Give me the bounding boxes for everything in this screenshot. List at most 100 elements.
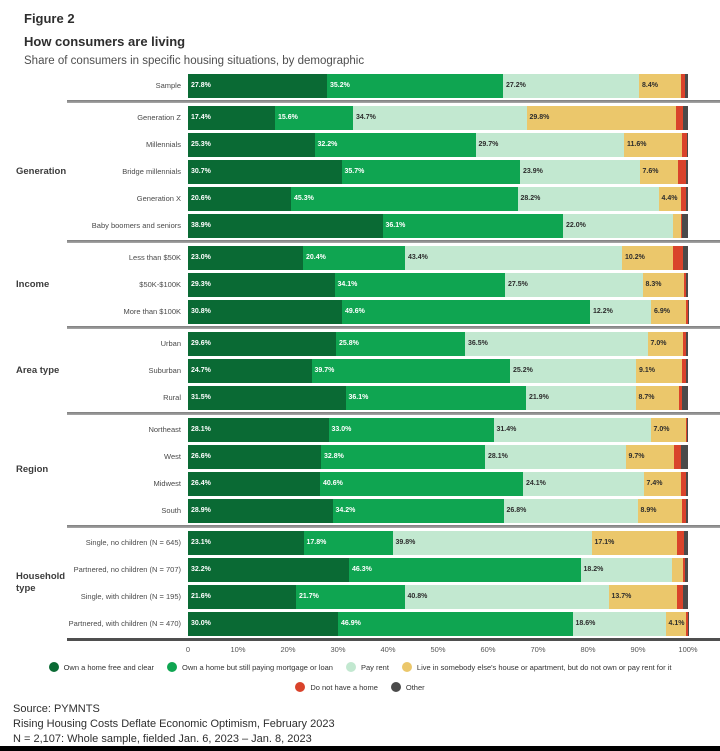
- segment-pay-rent: 34.7%: [353, 105, 527, 130]
- bar-row-less-than-50k: Less than $50K 23.0% 20.4% 43.4% 10.2%: [0, 244, 720, 271]
- segment-own-a-home-but-still-paying-mortgage-or-loan: 15.6%: [275, 105, 353, 130]
- bar-west: 26.6% 32.8% 28.1% 9.7%: [188, 444, 688, 469]
- segment-own-a-home-free-and-clear: 24.7%: [188, 358, 312, 383]
- segment-other: [685, 498, 688, 523]
- row-label-baby-boomers-and-seniors: Baby boomers and seniors: [91, 221, 181, 230]
- bar-row-urban: Urban 29.6% 25.8% 36.5% 7.0%: [0, 330, 720, 357]
- segment-value-label: 31.4%: [496, 425, 517, 433]
- legend-label-pay-rent: Pay rent: [360, 662, 389, 672]
- segment-value-label: 8.4%: [642, 81, 658, 89]
- bar-urban: 29.6% 25.8% 36.5% 7.0%: [188, 331, 688, 356]
- bar-partnered-with-children-n-470: 30.0% 46.9% 18.6% 4.1%: [188, 611, 689, 636]
- segment-live-in-somebody-else-s-house-or-apartment-but-do-not-own-or-pay-rent-for-it: 29.8%: [526, 105, 676, 130]
- segment-value-label: 25.3%: [191, 140, 211, 148]
- segment-live-in-somebody-else-s-house-or-apartment-but-do-not-own-or-pay-rent-for-it: 9.1%: [636, 358, 682, 383]
- segment-do-not-have-a-home: [685, 299, 688, 324]
- bar-row-more-than-100k: More than $100K 30.8% 49.6% 12.2% 6.9%: [0, 298, 720, 325]
- axis-tick-50: 50%: [430, 645, 446, 654]
- axis-tick-60: 60%: [480, 645, 496, 654]
- legend-row-2: Do not have a home Other: [0, 682, 720, 692]
- segment-value-label: 27.8%: [191, 81, 211, 89]
- segment-pay-rent: 28.2%: [517, 186, 659, 211]
- segment-other: [685, 73, 688, 98]
- segment-pay-rent: 28.1%: [485, 444, 626, 469]
- row-label-west: West: [164, 452, 181, 461]
- segment-value-label: 29.8%: [529, 113, 550, 121]
- segment-value-label: 7.0%: [650, 339, 667, 347]
- segment-value-label: 28.1%: [191, 425, 211, 433]
- segment-value-label: 13.7%: [611, 592, 632, 600]
- bar-northeast: 28.1% 33.0% 31.4% 7.0%: [188, 417, 688, 442]
- segment-own-a-home-but-still-paying-mortgage-or-loan: 25.8%: [336, 331, 465, 356]
- segment-value-label: 4.1%: [668, 619, 685, 627]
- legend-item-live-in-somebody-else-s-house-or-apartment-but-do-not-own-or-pay-rent-for-it: Live in somebody else's house or apartme…: [401, 662, 671, 672]
- group-label-area-type: Area type: [16, 364, 60, 376]
- segment-value-label: 39.7%: [314, 366, 335, 374]
- segment-other: [680, 444, 688, 469]
- bar-row-single-with-children-n-195: Single, with children (N = 195) 21.6% 21.7…: [0, 583, 720, 610]
- footer-publication: Rising Housing Costs Deflate Economic Op…: [13, 718, 335, 730]
- chart-legend: Own a home free and clear Own a home but …: [0, 662, 720, 692]
- bar-row-sample: Sample 27.8% 35.2% 27.2% 8.4%: [0, 72, 720, 99]
- bar-row-northeast: Northeast 28.1% 33.0% 31.4% 7.0%: [0, 416, 720, 443]
- segment-own-a-home-free-and-clear: 29.6%: [188, 331, 336, 356]
- segment-other: [683, 245, 688, 270]
- segment-own-a-home-free-and-clear: 30.0%: [188, 611, 338, 636]
- axis-tick-40: 40%: [380, 645, 396, 654]
- segment-value-label: 7.4%: [646, 479, 663, 487]
- row-label-generation-z: Generation Z: [137, 113, 181, 122]
- segment-value-label: 34.7%: [356, 113, 376, 121]
- legend-swatch-other: [390, 682, 401, 692]
- segment-value-label: 9.7%: [628, 452, 645, 460]
- segment-value-label: 17.8%: [306, 538, 327, 546]
- bar-row-50k-100k: $50K-$100K 29.3% 34.1% 27.5% 8.3%: [0, 271, 720, 298]
- segment-value-label: 39.8%: [395, 538, 416, 546]
- segment-other: [686, 159, 688, 184]
- group-separator: [67, 240, 720, 243]
- legend-label-other: Other: [405, 682, 425, 692]
- segment-own-a-home-free-and-clear: 30.8%: [188, 299, 342, 324]
- segment-live-in-somebody-else-s-house-or-apartment-but-do-not-own-or-pay-rent-for-it: 17.1%: [591, 530, 677, 555]
- segment-value-label: 38.9%: [191, 221, 211, 229]
- segment-live-in-somebody-else-s-house-or-apartment-but-do-not-own-or-pay-rent-for-it: 8.9%: [637, 498, 682, 523]
- segment-value-label: 28.9%: [191, 506, 211, 514]
- segment-do-not-have-a-home: [681, 358, 686, 383]
- segment-other: [687, 417, 688, 442]
- axis-tick-80: 80%: [580, 645, 596, 654]
- segment-own-a-home-but-still-paying-mortgage-or-loan: 45.3%: [291, 186, 518, 211]
- row-label-more-than-100k: More than $100K: [123, 307, 181, 316]
- figure-number: Figure 2: [24, 11, 75, 26]
- segment-own-a-home-but-still-paying-mortgage-or-loan: 36.1%: [345, 385, 526, 410]
- bar-more-than-100k: 30.8% 49.6% 12.2% 6.9%: [188, 299, 688, 324]
- segment-value-label: 28.2%: [520, 194, 541, 202]
- bar-sample: 27.8% 35.2% 27.2% 8.4%: [188, 73, 688, 98]
- segment-pay-rent: 43.4%: [405, 245, 622, 270]
- segment-live-in-somebody-else-s-house-or-apartment-but-do-not-own-or-pay-rent-for-it: 4.4%: [658, 186, 681, 211]
- segment-value-label: 29.3%: [191, 280, 211, 288]
- row-label-less-than-50k: Less than $50K: [128, 253, 181, 262]
- segment-pay-rent: 39.8%: [392, 530, 592, 555]
- segment-own-a-home-but-still-paying-mortgage-or-loan: 40.6%: [320, 471, 523, 496]
- footer-source: Source: PYMNTS: [13, 703, 100, 715]
- bottom-border-bar: [0, 746, 720, 751]
- bar-single-no-children-n-645: 23.1% 17.8% 39.8% 17.1%: [188, 530, 688, 555]
- bar-row-baby-boomers-and-seniors: Baby boomers and seniors 38.9% 36.1% 22.0%: [0, 212, 720, 239]
- row-label-millennials: Millennials: [145, 140, 181, 149]
- segment-value-label: 46.3%: [352, 565, 372, 573]
- group-household-type: Household type Single, no children (N = 6…: [0, 529, 720, 637]
- segment-do-not-have-a-home: [677, 530, 684, 555]
- bar-row-rural: Rural 31.5% 36.1% 21.9% 8.7%: [0, 384, 720, 411]
- segment-value-label: 30.0%: [191, 619, 211, 627]
- bar-generation-z: 17.4% 15.6% 34.7% 29.8%: [188, 105, 688, 130]
- segment-live-in-somebody-else-s-house-or-apartment-but-do-not-own-or-pay-rent-for-it: 11.6%: [624, 132, 682, 157]
- segment-value-label: 7.0%: [653, 425, 670, 433]
- segment-pay-rent: 31.4%: [493, 417, 651, 442]
- segment-value-label: 18.2%: [583, 565, 604, 573]
- legend-label-own-a-home-but-still-paying-mortgage-or-loan: Own a home but still paying mortgage or …: [182, 662, 333, 672]
- legend-swatch-own-a-home-but-still-paying-mortgage-or-loan: [167, 662, 178, 672]
- segment-value-label: 46.9%: [341, 619, 361, 627]
- row-label-sample: Sample: [155, 81, 181, 90]
- segment-other: [685, 186, 688, 211]
- segment-value-label: 49.6%: [345, 307, 365, 315]
- segment-pay-rent: 27.2%: [503, 73, 639, 98]
